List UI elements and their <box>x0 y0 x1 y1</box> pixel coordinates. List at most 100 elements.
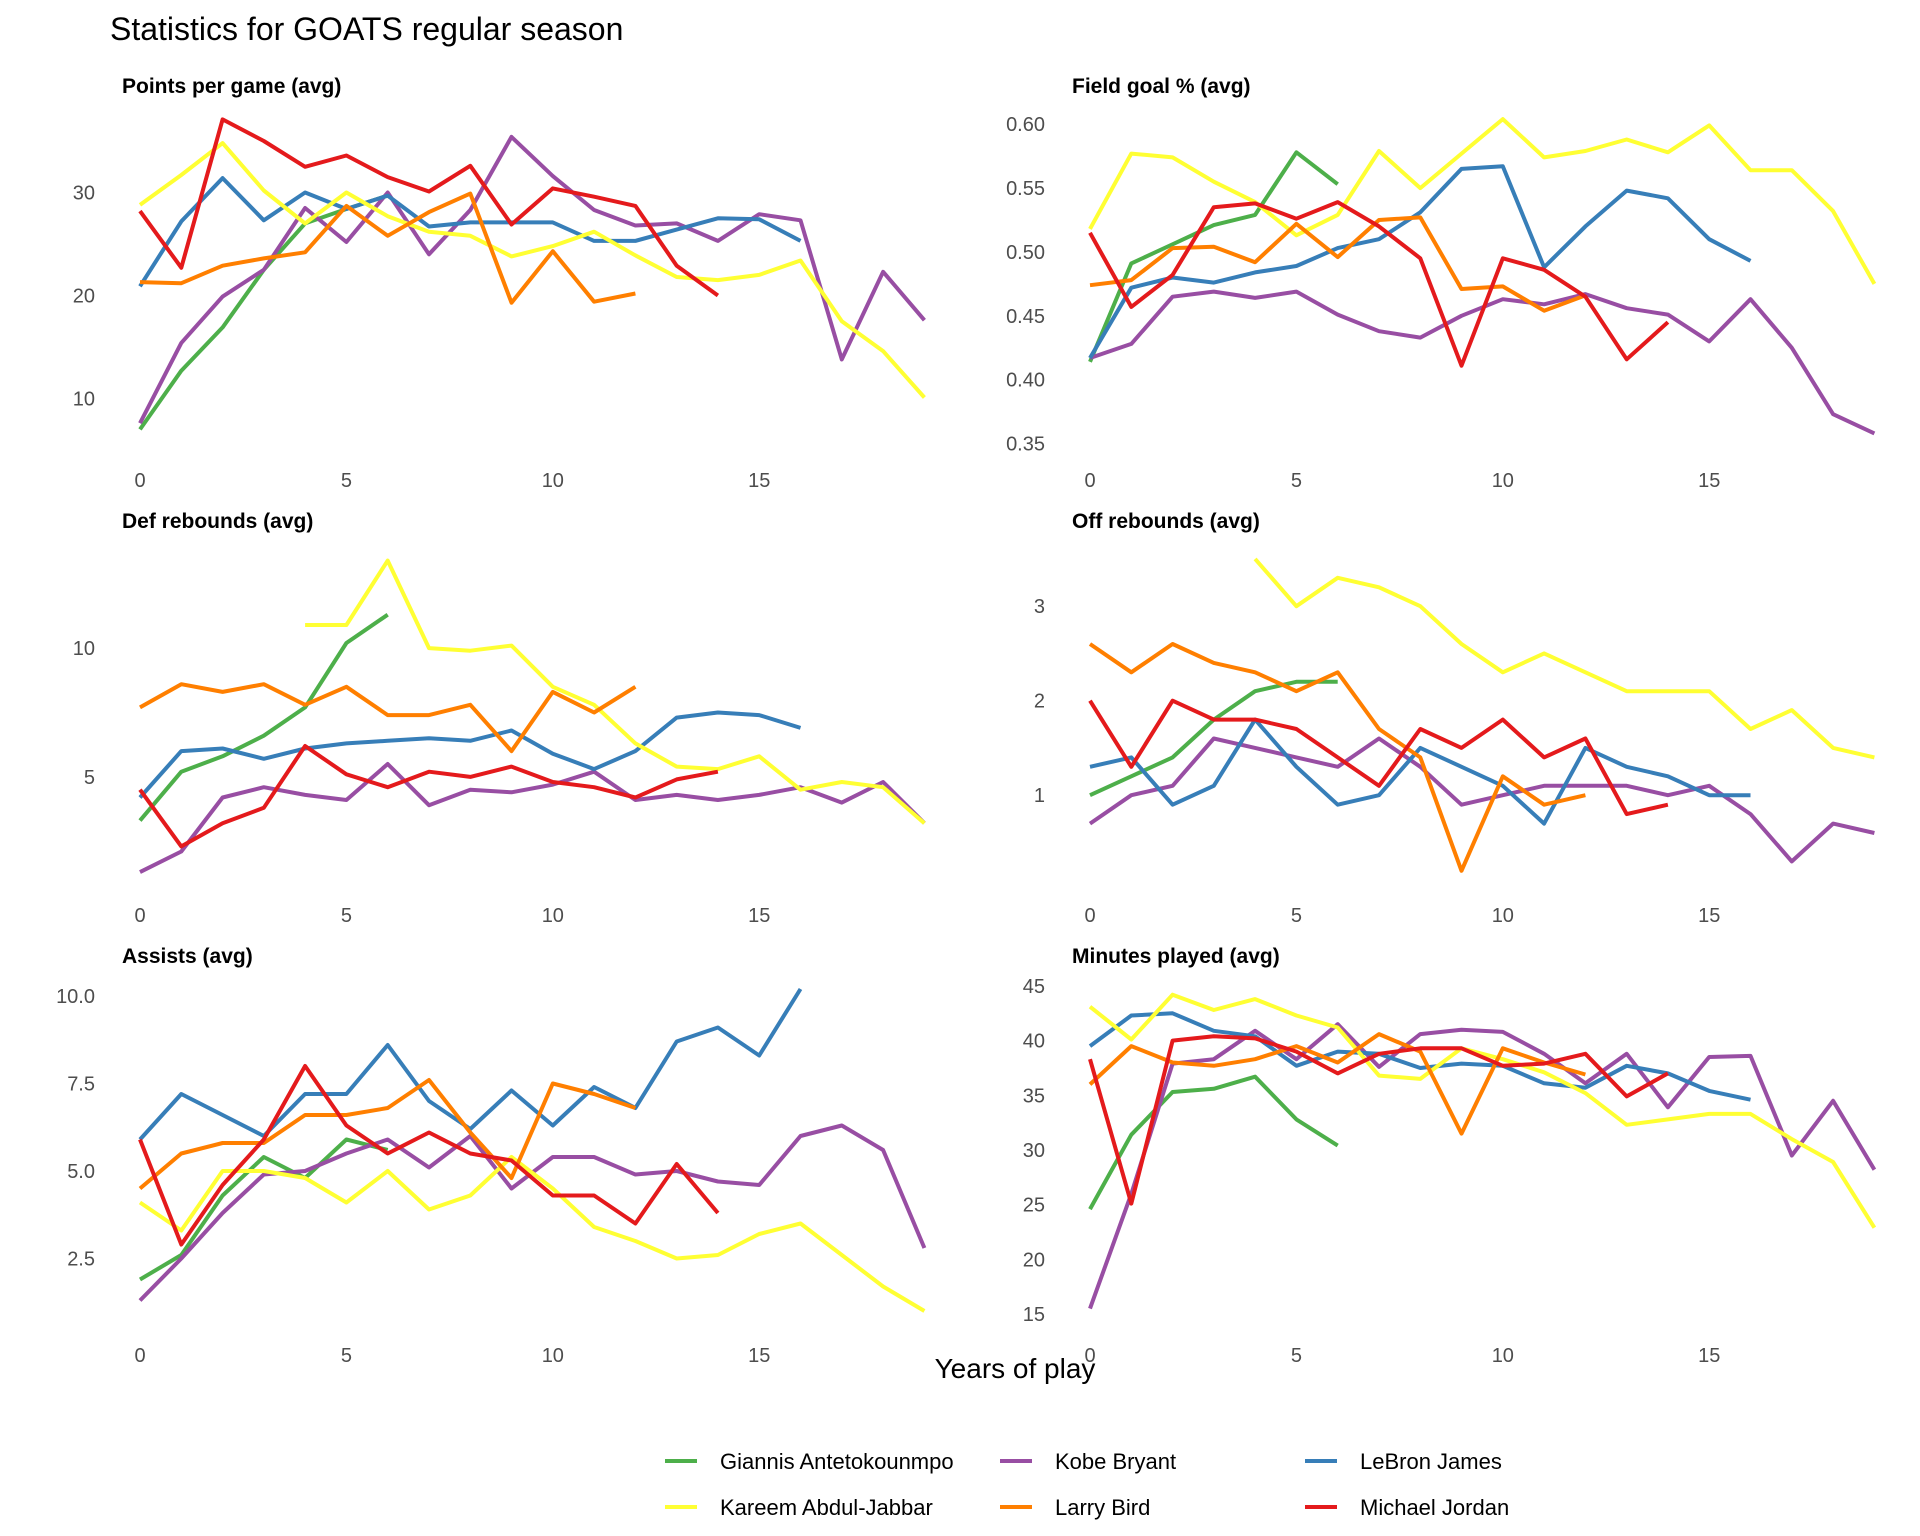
series-line-kareem-abdul-jabbar <box>305 558 926 825</box>
series-line-lebron-james <box>138 710 802 799</box>
series-line-kobe-bryant <box>1088 736 1875 864</box>
series-line-kobe-bryant <box>138 1123 927 1302</box>
series-line-kobe-bryant <box>138 134 926 425</box>
x-tick-label: 10 <box>542 905 564 927</box>
series-line-giannis-antetokounmpo <box>1088 150 1339 363</box>
x-tick-label: 10 <box>542 470 564 492</box>
x-tick-label: 15 <box>1698 470 1720 492</box>
series-line-kobe-bryant <box>1088 1022 1877 1310</box>
x-tick-label: 0 <box>1084 1345 1095 1367</box>
legend-label: Kareem Abdul-Jabbar <box>720 1495 933 1520</box>
series-line-lebron-james <box>1089 717 1751 826</box>
x-axis-label: Years of play <box>935 1353 1096 1384</box>
panel-2: Field goal % (avg) 0.35 0.40 0.45 0.50 0.55 0.… <box>1006 75 1877 492</box>
panel-title: Field goal % (avg) <box>1072 75 1251 98</box>
panel-title: Minutes played (avg) <box>1072 945 1280 968</box>
legend-label: Michael Jordan <box>1360 1495 1509 1520</box>
x-tick-label: 10 <box>542 1345 564 1367</box>
x-tick-label: 10 <box>1492 470 1514 492</box>
series-line-kareem-abdul-jabbar <box>1088 117 1877 285</box>
legend-item: Larry Bird <box>1000 1495 1150 1520</box>
series-line-michael-jordan <box>138 744 719 849</box>
panel-3: Def rebounds (avg) 5 10 0 5 10 15 <box>73 510 926 927</box>
legend-label: Giannis Antetokounmpo <box>720 1449 954 1474</box>
x-tick-label: 15 <box>748 905 770 927</box>
x-tick-label: 10 <box>1492 1345 1514 1367</box>
y-tick-label: 3 <box>1034 596 1045 618</box>
x-tick-label: 0 <box>134 470 145 492</box>
legend-item: Giannis Antetokounmpo <box>665 1449 954 1474</box>
y-tick-label: 15 <box>1023 1304 1045 1326</box>
y-tick-label: 30 <box>73 183 95 205</box>
series-line-giannis-antetokounmpo <box>138 613 389 822</box>
y-tick-label: 45 <box>1023 976 1045 998</box>
x-tick-label: 0 <box>1084 470 1095 492</box>
y-tick-label: 0.50 <box>1006 242 1045 264</box>
series-line-larry-bird <box>138 1078 637 1191</box>
series-line-lebron-james <box>1088 1011 1751 1102</box>
y-tick-label: 7.5 <box>67 1074 95 1096</box>
panel-title: Def rebounds (avg) <box>122 510 313 533</box>
y-tick-label: 35 <box>1023 1085 1045 1107</box>
x-tick-label: 5 <box>341 470 352 492</box>
x-tick-label: 15 <box>1698 905 1720 927</box>
series-line-michael-jordan <box>1088 1034 1669 1206</box>
y-tick-label: 0.45 <box>1006 306 1045 328</box>
x-tick-label: 0 <box>134 1345 145 1367</box>
legend: Giannis Antetokounmpo Kobe Bryant LeBron J… <box>665 1449 1509 1520</box>
legend-item: LeBron James <box>1305 1449 1502 1474</box>
panel-title: Off rebounds (avg) <box>1072 510 1260 533</box>
panel-title: Points per game (avg) <box>122 75 341 98</box>
y-tick-label: 1 <box>1034 785 1045 807</box>
panel-4: Off rebounds (avg) 1 2 3 0 5 10 15 <box>1034 510 1875 927</box>
series-line-kareem-abdul-jabbar <box>138 141 926 399</box>
x-tick-label: 5 <box>1291 1345 1302 1367</box>
series-line-larry-bird <box>1088 1032 1586 1136</box>
legend-label: Kobe Bryant <box>1055 1449 1176 1474</box>
y-tick-label: 2 <box>1034 691 1045 713</box>
y-tick-label: 40 <box>1023 1031 1045 1053</box>
legend-item: Kareem Abdul-Jabbar <box>665 1495 933 1520</box>
panel-1: Points per game (avg) 10 20 30 0 5 10 15 <box>73 75 926 492</box>
series-line-kobe-bryant <box>139 762 926 874</box>
y-tick-label: 0.60 <box>1006 114 1045 136</box>
y-tick-label: 2.5 <box>67 1249 95 1271</box>
series-line-giannis-antetokounmpo <box>138 1137 389 1282</box>
series-line-michael-jordan <box>1088 200 1670 368</box>
y-tick-label: 5 <box>84 767 95 789</box>
figure-title: Statistics for GOATS regular season <box>110 11 623 47</box>
y-tick-label: 0.40 <box>1006 370 1045 392</box>
y-tick-label: 20 <box>1023 1249 1045 1271</box>
legend-label: Larry Bird <box>1055 1495 1150 1520</box>
series-line-lebron-james <box>1088 164 1752 360</box>
y-tick-label: 10 <box>73 638 95 660</box>
x-tick-label: 5 <box>1291 470 1302 492</box>
series-line-kareem-abdul-jabbar <box>138 1155 926 1313</box>
y-tick-label: 5.0 <box>67 1161 95 1183</box>
legend-item: Michael Jordan <box>1305 1495 1509 1520</box>
series-line-larry-bird <box>1089 215 1587 313</box>
x-tick-label: 10 <box>1492 905 1514 927</box>
series-line-lebron-james <box>138 176 802 288</box>
x-tick-label: 5 <box>341 905 352 927</box>
y-tick-label: 0.55 <box>1006 178 1045 200</box>
x-tick-label: 0 <box>1084 905 1095 927</box>
x-tick-label: 0 <box>134 905 145 927</box>
x-tick-label: 15 <box>1698 1345 1720 1367</box>
series-line-larry-bird <box>139 682 637 754</box>
series-line-kareem-abdul-jabbar <box>1253 557 1875 760</box>
legend-label: LeBron James <box>1360 1449 1502 1474</box>
series-line-lebron-james <box>138 987 803 1141</box>
x-tick-label: 5 <box>1291 905 1302 927</box>
x-tick-label: 15 <box>748 470 770 492</box>
series-line-larry-bird <box>1088 642 1586 873</box>
x-tick-label: 15 <box>748 1345 770 1367</box>
series-line-kareem-abdul-jabbar <box>1088 992 1877 1229</box>
legend-item: Kobe Bryant <box>1000 1449 1176 1474</box>
series-line-giannis-antetokounmpo <box>1088 1074 1339 1211</box>
y-tick-label: 10.0 <box>56 986 95 1008</box>
y-tick-label: 25 <box>1023 1195 1045 1217</box>
x-tick-label: 5 <box>341 1345 352 1367</box>
